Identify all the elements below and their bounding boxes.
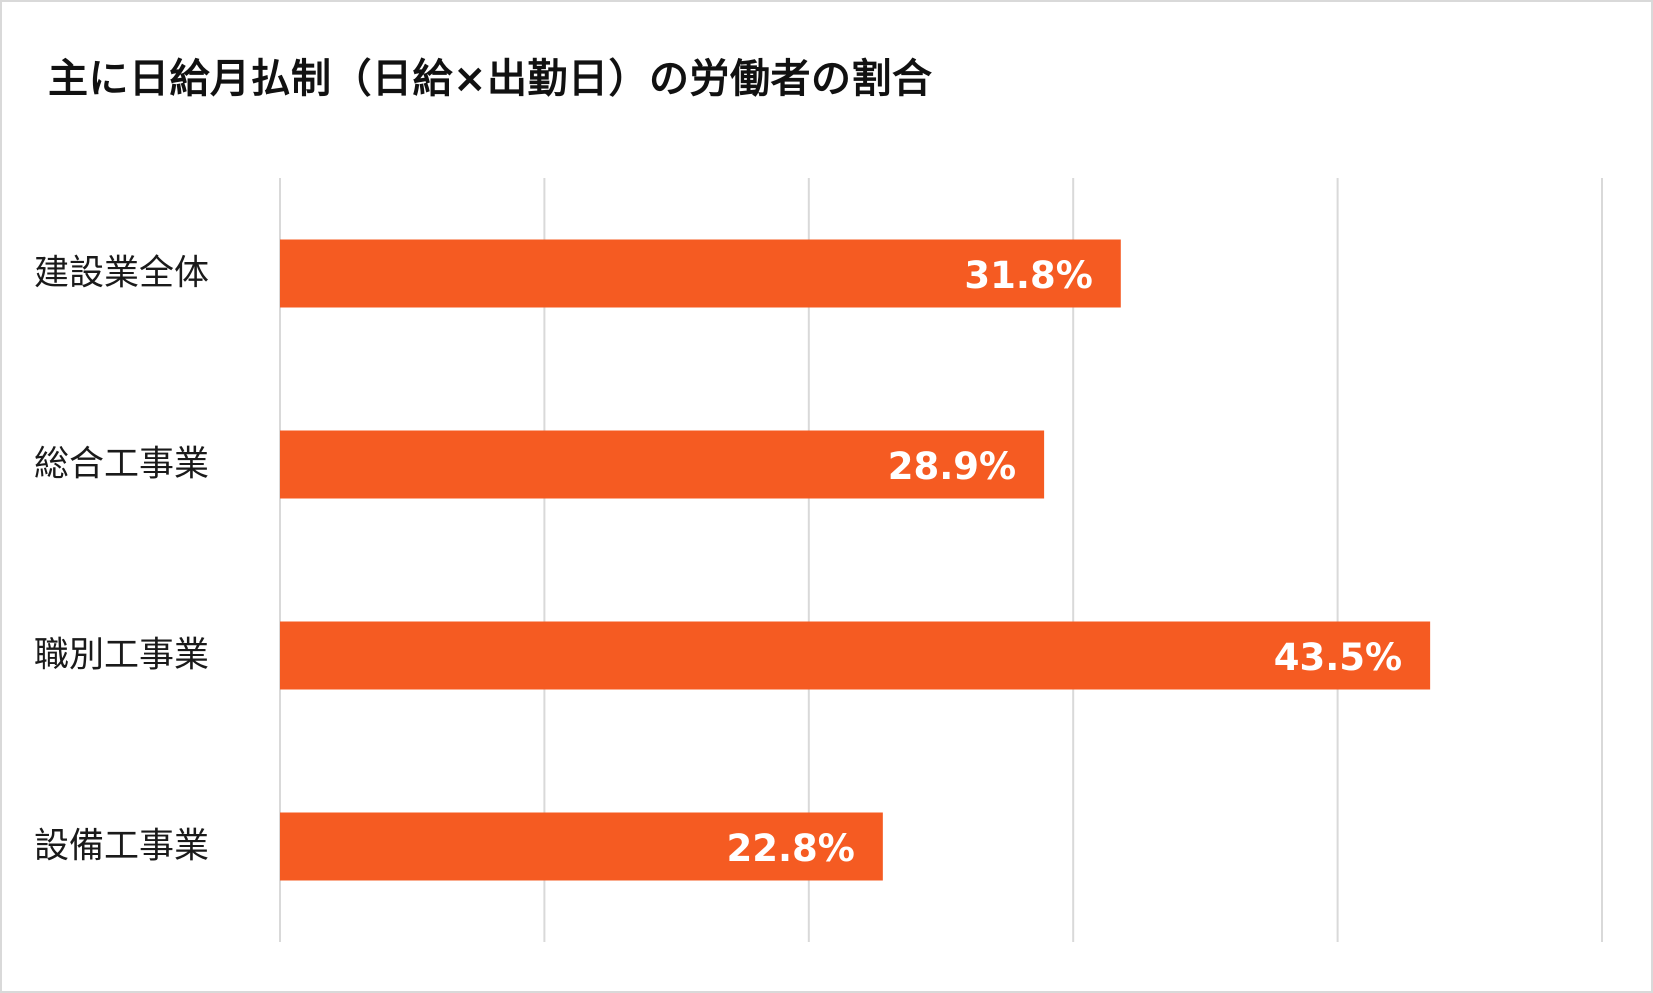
value-label-3: 22.8% xyxy=(726,827,854,870)
category-label-1: 総合工事業 xyxy=(34,445,209,485)
value-label-0: 31.8% xyxy=(964,254,1092,297)
value-label-2: 43.5% xyxy=(1274,636,1402,679)
value-label-1: 28.9% xyxy=(888,445,1016,488)
category-label-3: 設備工事業 xyxy=(34,827,209,867)
bar-2 xyxy=(280,621,1431,690)
chart-title: 主に日給月払制（日給×出勤日）の労働者の割合 xyxy=(48,56,933,102)
bar-0 xyxy=(280,239,1121,308)
bar-3 xyxy=(280,812,883,881)
bar-1 xyxy=(280,430,1045,499)
category-label-2: 職別工事業 xyxy=(34,636,209,676)
category-label-0: 建設業全体 xyxy=(34,254,209,294)
